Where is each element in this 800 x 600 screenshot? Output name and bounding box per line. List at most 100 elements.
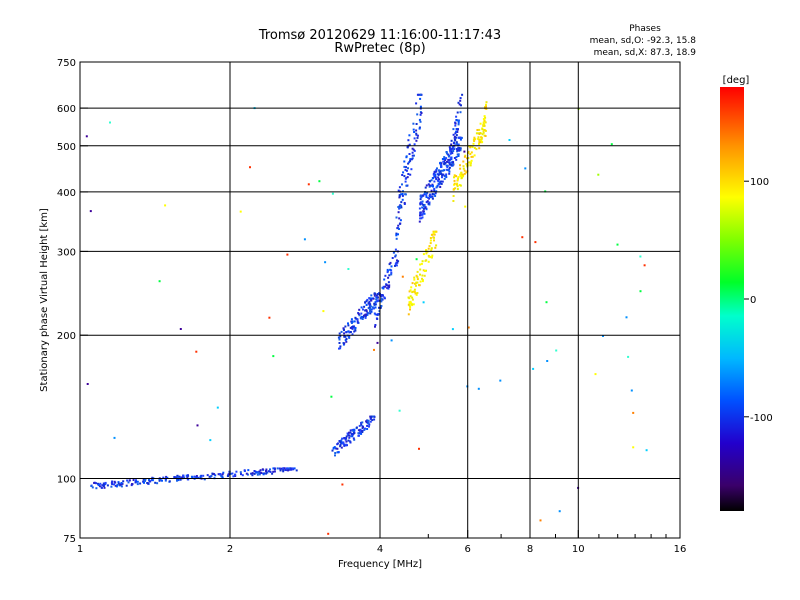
data-point [425, 201, 428, 204]
data-point [193, 475, 196, 478]
data-point [455, 142, 458, 145]
data-point [452, 163, 455, 166]
data-point [445, 168, 448, 171]
data-point [338, 332, 341, 335]
data-point [247, 469, 250, 472]
data-point [113, 480, 116, 483]
data-point [380, 295, 383, 298]
data-point [343, 329, 345, 332]
data-point [419, 97, 422, 100]
data-point [422, 203, 425, 206]
data-point [480, 136, 483, 139]
data-point [508, 139, 511, 141]
data-point [444, 175, 447, 178]
data-point [433, 170, 436, 173]
data-point [425, 196, 428, 198]
data-point [453, 179, 456, 182]
data-point [333, 446, 336, 449]
data-point [406, 146, 409, 148]
data-point [452, 150, 455, 152]
x-tick-label: 4 [377, 544, 383, 555]
data-point [122, 480, 125, 483]
data-point [481, 133, 484, 136]
data-point [361, 318, 364, 320]
data-point [421, 279, 424, 281]
data-point [449, 152, 452, 155]
data-point [269, 468, 271, 471]
data-point [445, 151, 448, 154]
data-point [373, 418, 376, 421]
data-point [327, 532, 330, 535]
data-point [627, 355, 630, 358]
data-point [423, 193, 426, 196]
data-point [433, 236, 435, 239]
data-point [460, 171, 463, 174]
data-point [344, 438, 347, 441]
data-point [178, 475, 181, 478]
data-point [338, 338, 341, 341]
data-point [357, 434, 360, 437]
data-point [438, 183, 441, 186]
data-point [186, 476, 189, 479]
data-point [443, 177, 446, 180]
data-point [373, 348, 375, 351]
data-point [156, 482, 159, 485]
data-point [354, 328, 357, 331]
data-point [450, 161, 453, 164]
data-point [368, 425, 370, 428]
data-point [413, 143, 416, 146]
data-point [369, 417, 372, 420]
data-point [345, 440, 348, 443]
data-point [288, 468, 291, 471]
data-point [371, 415, 374, 418]
data-point [429, 239, 432, 242]
data-point [424, 186, 427, 189]
data-point [374, 293, 377, 296]
data-point [438, 169, 440, 172]
data-point [361, 421, 364, 424]
data-point [484, 116, 487, 119]
data-point [465, 171, 468, 174]
data-point [164, 479, 167, 482]
data-point [406, 176, 409, 179]
data-point [371, 419, 374, 422]
data-point [459, 173, 462, 176]
data-point [442, 173, 445, 176]
data-point [482, 131, 485, 134]
data-point [195, 475, 198, 477]
data-point [416, 292, 419, 294]
data-point [421, 216, 424, 219]
data-point [407, 139, 410, 142]
data-point [222, 471, 225, 474]
data-point [330, 395, 333, 398]
data-point [342, 442, 345, 445]
data-point [338, 337, 341, 340]
data-point [293, 467, 296, 470]
data-point [453, 174, 456, 177]
data-point [430, 247, 433, 250]
data-point [433, 230, 436, 233]
data-point [412, 122, 415, 125]
data-point [134, 481, 137, 484]
data-point [435, 244, 438, 247]
data-point [144, 479, 146, 482]
data-point [449, 147, 452, 150]
data-point [450, 143, 453, 146]
data-point [255, 471, 258, 474]
data-point [221, 476, 224, 479]
data-point [467, 157, 470, 159]
data-point [246, 473, 249, 476]
data-point [251, 474, 254, 477]
data-point [347, 330, 350, 333]
data-point [370, 308, 373, 311]
data-point [433, 193, 436, 196]
data-point [168, 480, 171, 483]
data-point [382, 287, 385, 290]
data-point [418, 127, 421, 130]
data-point [98, 483, 100, 486]
data-point [450, 163, 453, 166]
data-point [116, 483, 119, 486]
data-point [456, 131, 459, 133]
data-point [258, 470, 261, 473]
data-point [360, 315, 363, 318]
